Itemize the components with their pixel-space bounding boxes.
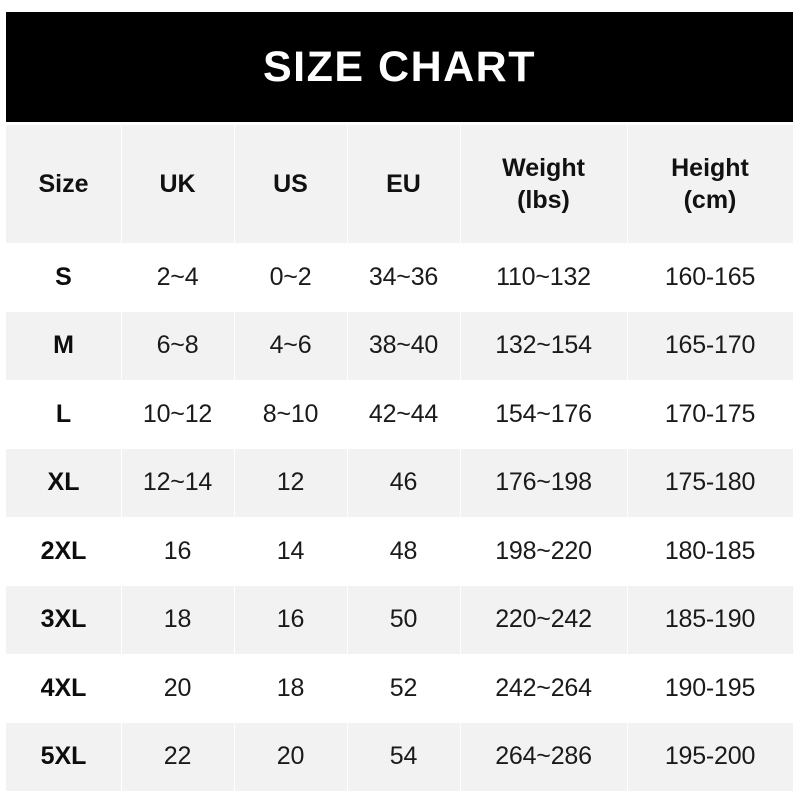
cell-uk: 18: [121, 586, 234, 655]
table-row: M 6~8 4~6 38~40 132~154 165-170: [6, 311, 793, 381]
table-body: S 2~4 0~2 34~36 110~132 160-165 M 6~8 4~…: [6, 243, 793, 791]
column-header-height-line1: Height: [671, 154, 749, 182]
column-header-us: US: [234, 125, 347, 243]
cell-height: 160-165: [627, 243, 793, 312]
cell-height: 185-190: [627, 586, 793, 655]
cell-us: 18: [234, 654, 347, 723]
table-row: L 10~12 8~10 42~44 154~176 170-175: [6, 380, 793, 449]
cell-height: 180-185: [627, 517, 793, 586]
cell-us: 14: [234, 517, 347, 586]
cell-weight: 154~176: [460, 380, 627, 449]
column-header-uk-line1: UK: [159, 170, 196, 198]
size-chart-table: Size UK US EU Weight (lbs) Height (cm): [6, 125, 793, 791]
column-header-uk: UK: [121, 125, 234, 243]
page-title: SIZE CHART: [263, 42, 536, 91]
cell-uk: 22: [121, 723, 234, 792]
column-header-weight: Weight (lbs): [460, 125, 627, 243]
cell-uk: 2~4: [121, 243, 234, 312]
cell-us: 4~6: [234, 312, 347, 381]
cell-height: 195-200: [627, 723, 793, 792]
cell-height: 190-195: [627, 654, 793, 723]
cell-eu: 38~40: [347, 312, 460, 381]
cell-weight: 220~242: [460, 586, 627, 655]
cell-uk: 16: [121, 517, 234, 586]
column-header-size-line1: Size: [38, 170, 89, 198]
table-row: 3XL 18 16 50 220~242 185-190: [6, 585, 793, 655]
cell-uk: 10~12: [121, 380, 234, 449]
cell-uk: 6~8: [121, 312, 234, 381]
cell-weight: 176~198: [460, 449, 627, 518]
cell-uk: 12~14: [121, 449, 234, 518]
cell-size: S: [55, 262, 72, 291]
table-row: S 2~4 0~2 34~36 110~132 160-165: [6, 243, 793, 312]
cell-weight: 242~264: [460, 654, 627, 723]
cell-eu: 46: [347, 449, 460, 518]
cell-eu: 48: [347, 517, 460, 586]
header-row: Size UK US EU Weight (lbs) Height (cm): [6, 125, 793, 243]
cell-us: 20: [234, 723, 347, 792]
column-header-eu: EU: [347, 125, 460, 243]
cell-weight: 110~132: [460, 243, 627, 312]
cell-weight: 198~220: [460, 517, 627, 586]
table-row: XL 12~14 12 46 176~198 175-180: [6, 448, 793, 518]
cell-size: L: [55, 399, 72, 428]
cell-height: 165-170: [627, 312, 793, 381]
cell-size: 3XL: [40, 605, 87, 634]
table-row: 5XL 22 20 54 264~286 195-200: [6, 722, 793, 792]
cell-eu: 54: [347, 723, 460, 792]
cell-height: 175-180: [627, 449, 793, 518]
cell-eu: 34~36: [347, 243, 460, 312]
table-row: 2XL 16 14 48 198~220 180-185: [6, 517, 793, 586]
cell-weight: 264~286: [460, 723, 627, 792]
cell-eu: 52: [347, 654, 460, 723]
cell-weight: 132~154: [460, 312, 627, 381]
column-header-height-line2: (cm): [683, 186, 737, 214]
column-header-height: Height (cm): [627, 125, 793, 243]
cell-size: 2XL: [40, 536, 87, 565]
table-row: 4XL 20 18 52 242~264 190-195: [6, 654, 793, 723]
column-header-weight-line1: Weight: [502, 154, 585, 182]
cell-uk: 20: [121, 654, 234, 723]
cell-eu: 42~44: [347, 380, 460, 449]
cell-size: XL: [47, 468, 80, 497]
cell-eu: 50: [347, 586, 460, 655]
cell-us: 16: [234, 586, 347, 655]
cell-height: 170-175: [627, 380, 793, 449]
column-header-size: Size: [6, 125, 121, 243]
column-header-weight-line2: (lbs): [517, 186, 570, 214]
column-header-eu-line1: EU: [386, 170, 421, 198]
cell-size: 5XL: [40, 742, 87, 771]
cell-size: M: [53, 331, 74, 360]
title-banner: SIZE CHART: [6, 12, 793, 122]
column-header-us-line1: US: [273, 170, 308, 198]
cell-us: 12: [234, 449, 347, 518]
table-header: Size UK US EU Weight (lbs) Height (cm): [6, 125, 793, 243]
cell-us: 0~2: [234, 243, 347, 312]
cell-size: 4XL: [40, 673, 87, 702]
cell-us: 8~10: [234, 380, 347, 449]
